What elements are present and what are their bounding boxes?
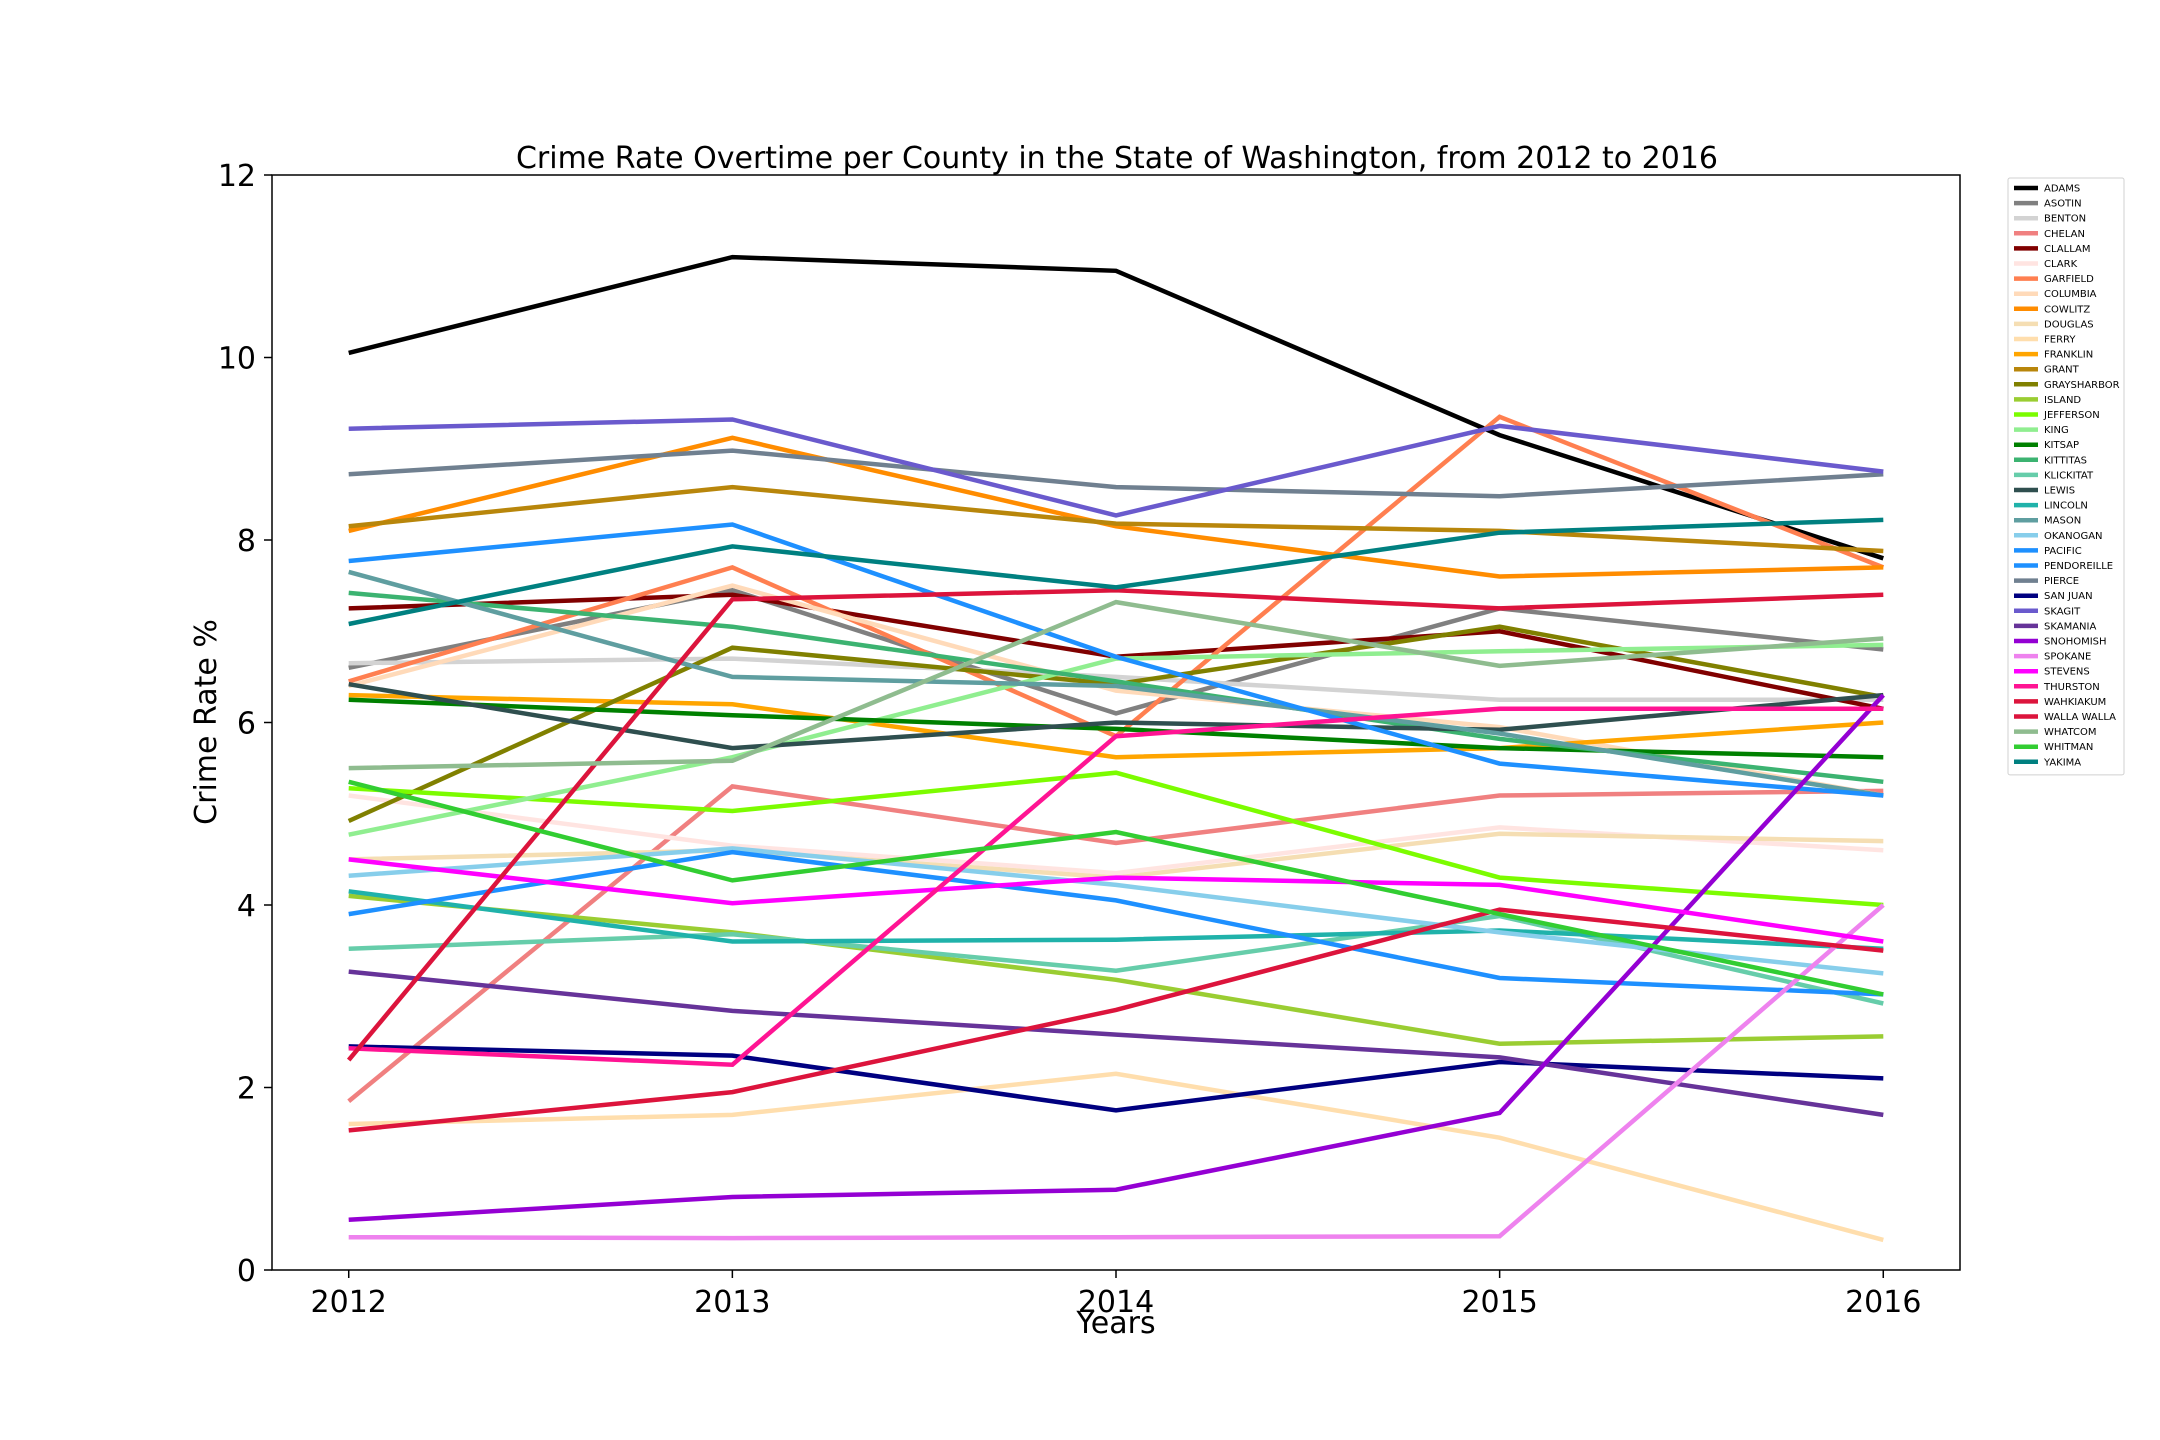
legend-label-pendoreille: PENDOREILLE (2044, 561, 2113, 572)
legend-label-thurston: THURSTON (2043, 682, 2100, 693)
series-line-snohomish (348, 693, 1885, 1223)
legend-label-lincoln: LINCOLN (2044, 501, 2088, 512)
legend-label-spokane: SPOKANE (2044, 652, 2091, 663)
legend-label-wahkiakum: WAHKIAKUM (2044, 697, 2106, 708)
legend-label-whitman: WHITMAN (2044, 742, 2093, 753)
legend-label-okanogan: OKANOGAN (2044, 531, 2103, 542)
series-line-grant (348, 484, 1884, 554)
series-line-pendoreille (348, 522, 1884, 798)
x-tick-label: 2014 (1078, 1285, 1154, 1320)
legend-label-clallam: CLALLAM (2044, 244, 2090, 255)
series-line-cowlitz (348, 435, 1884, 579)
legend-label-klickitat: KLICKITAT (2044, 470, 2094, 481)
series-line-thurston (348, 706, 1884, 1067)
y-axis: 0 2 4 6 8 10 12 (218, 159, 272, 1289)
y-tick-label: 2 (237, 1072, 256, 1107)
legend-label-yakima: YAKIMA (2043, 757, 2081, 768)
legend-label-jefferson: JEFFERSON (2043, 410, 2100, 421)
legend-label-adams: ADAMS (2044, 184, 2080, 195)
series-line-whitman (348, 779, 1884, 997)
legend-label-ferry: FERRY (2044, 335, 2076, 346)
legend: ADAMS ASOTIN BENTON CHELAN CLALLAM CLARK GARFI… (2007, 177, 2125, 776)
series-line-franklin (348, 692, 1884, 760)
chart-title: Crime Rate Overtime per County in the St… (516, 141, 1718, 176)
series-line-spokane (348, 903, 1885, 1241)
legend-label-stevens: STEVENS (2044, 667, 2090, 678)
legend-label-walla-walla: WALLA WALLA (2044, 712, 2116, 723)
legend-label-chelan: CHELAN (2044, 229, 2085, 240)
x-tick-label: 2016 (1845, 1285, 1921, 1320)
legend-label-san-juan: SAN JUAN (2044, 591, 2093, 602)
series-line-lincoln (348, 889, 1884, 952)
y-tick-label: 8 (237, 524, 256, 559)
legend-label-lewis: LEWIS (2044, 486, 2075, 497)
y-axis-label: Crime Rate % (189, 619, 224, 825)
series-line-lewis (348, 681, 1884, 751)
legend-label-clark: CLARK (2044, 259, 2078, 270)
series-line-san-juan (348, 1044, 1884, 1113)
series-line-yakima (348, 517, 1884, 627)
y-tick-label: 6 (237, 707, 256, 742)
legend-label-cowlitz: COWLITZ (2044, 304, 2090, 315)
legend-label-skagit: SKAGIT (2044, 606, 2081, 617)
legend-label-kitsap: KITSAP (2044, 440, 2079, 451)
series-line-adams (348, 254, 1884, 561)
x-tick-label: 2012 (311, 1285, 387, 1320)
legend-label-asotin: ASOTIN (2044, 199, 2082, 210)
legend-label-mason: MASON (2044, 516, 2081, 527)
x-tick-label: 2015 (1461, 1285, 1537, 1320)
legend-label-grant: GRANT (2044, 365, 2080, 376)
legend-label-kittitas: KITTITAS (2044, 455, 2087, 466)
series-line-benton (348, 656, 1884, 702)
series-line-jefferson (348, 770, 1884, 908)
series-line-island (348, 893, 1884, 1046)
series-line-pacific (348, 849, 1884, 997)
x-axis-label: Years (1075, 1306, 1155, 1341)
series-line-okanogan (348, 846, 1884, 976)
legend-label-skamania: SKAMANIA (2044, 621, 2096, 632)
legend-label-benton: BENTON (2044, 214, 2086, 225)
legend-label-pacific: PACIFIC (2044, 546, 2082, 557)
legend-label-franklin: FRANKLIN (2044, 350, 2093, 361)
legend-label-graysharbor: GRAYSHARBOR (2044, 380, 2120, 391)
legend-label-douglas: DOUGLAS (2044, 319, 2094, 330)
legend-label-pierce: PIERCE (2044, 576, 2079, 587)
series-line-whatcom (348, 599, 1884, 771)
y-tick-label: 0 (237, 1254, 256, 1289)
legend-label-snohomish: SNOHOMISH (2044, 637, 2107, 648)
y-tick-label: 4 (237, 889, 256, 924)
y-tick-label: 12 (218, 159, 256, 194)
legend-label-whatcom: WHATCOM (2044, 727, 2096, 738)
series-line-klickitat (348, 913, 1884, 1006)
x-axis: 2012 2013 2014 2015 2016 (311, 1270, 1921, 1320)
series-line-stevens (348, 857, 1884, 944)
series-line-pierce (348, 448, 1884, 499)
plot-area (346, 254, 1885, 1243)
series-line-ferry (348, 1071, 1884, 1243)
legend-label-garfield: GARFIELD (2044, 274, 2094, 285)
legend-label-king: KING (2044, 425, 2069, 436)
legend-label-island: ISLAND (2044, 395, 2081, 406)
x-tick-label: 2013 (694, 1285, 770, 1320)
series-line-asotin (348, 587, 1884, 716)
series-line-chelan (347, 784, 1884, 1103)
series-line-skamania (348, 969, 1884, 1118)
y-tick-label: 10 (218, 342, 256, 377)
series-line-wahkiakum (346, 587, 1884, 1062)
series-line-walla-walla (348, 907, 1884, 1133)
legend-label-columbia: COLUMBIA (2044, 289, 2097, 300)
series-line-mason (348, 569, 1884, 798)
series-line-skagit (348, 417, 1884, 518)
